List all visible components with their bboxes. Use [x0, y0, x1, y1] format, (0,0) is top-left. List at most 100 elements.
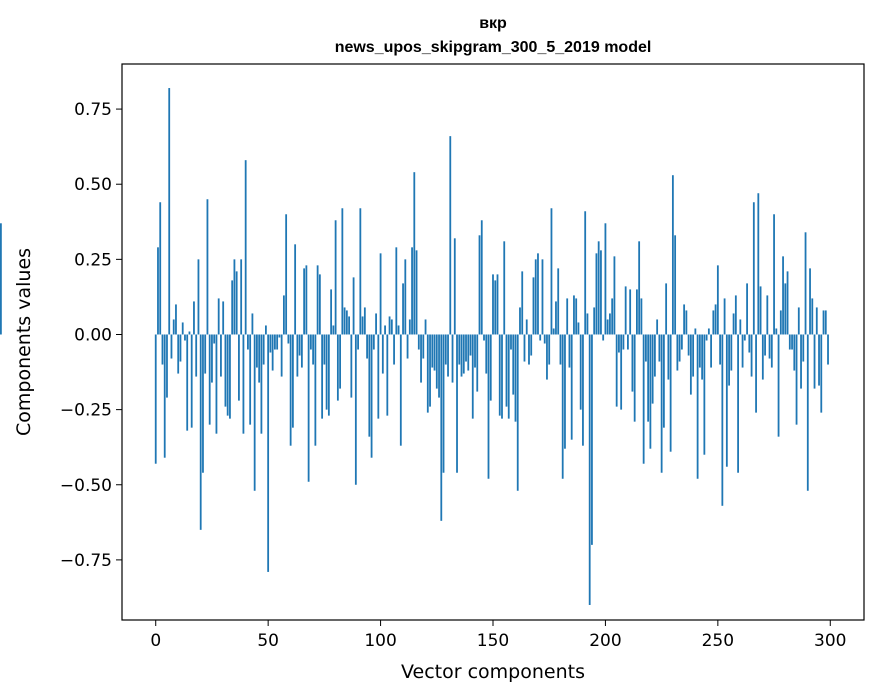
x-tick-label: 150 — [477, 631, 509, 651]
bar — [309, 334, 312, 350]
bar — [291, 334, 294, 428]
bar — [395, 247, 398, 335]
bar — [609, 313, 611, 335]
bar — [406, 334, 409, 359]
bar — [238, 334, 240, 401]
bar — [662, 334, 665, 428]
bar — [222, 301, 225, 335]
bar — [175, 304, 177, 335]
chart-subtitle: news_upos_skipgram_300_5_2019 model — [335, 39, 652, 56]
bar — [399, 334, 402, 446]
bar — [600, 250, 602, 335]
bar — [442, 334, 445, 473]
x-axis-label: Vector components — [401, 661, 585, 683]
bar — [231, 280, 234, 335]
bar — [397, 325, 400, 335]
bar — [795, 334, 798, 425]
bar — [193, 301, 195, 335]
bar — [339, 334, 341, 389]
bar — [582, 334, 584, 446]
bar — [707, 328, 710, 335]
bar — [579, 334, 582, 410]
y-tick-label: −0.50 — [60, 476, 112, 496]
plot-area-frame — [121, 63, 865, 621]
bar — [822, 310, 825, 335]
x-tick-label: 200 — [589, 631, 621, 651]
bar — [415, 250, 418, 335]
bar — [476, 334, 479, 392]
bar — [575, 298, 578, 335]
bar — [289, 334, 292, 446]
bar — [300, 334, 303, 368]
bar — [746, 283, 748, 335]
bar — [467, 334, 470, 371]
y-tick-label: 0.75 — [74, 100, 112, 120]
bar — [613, 256, 616, 335]
bar — [377, 334, 380, 419]
bar — [402, 283, 404, 335]
bar — [555, 301, 557, 335]
bar — [258, 334, 261, 383]
bar — [166, 334, 168, 398]
bar — [512, 334, 515, 395]
bar — [548, 334, 551, 365]
bar — [730, 334, 733, 371]
bar — [656, 319, 659, 335]
bar — [213, 334, 216, 344]
bar — [687, 334, 690, 356]
bar — [503, 241, 506, 335]
bar — [208, 334, 211, 425]
bar — [620, 334, 623, 410]
bar — [523, 334, 526, 362]
bar — [564, 334, 566, 449]
bar — [811, 298, 814, 335]
y-tick-label: 0.00 — [74, 325, 112, 345]
bar — [631, 334, 634, 392]
bar — [775, 328, 778, 335]
bar — [294, 244, 297, 335]
bar — [485, 334, 488, 374]
bar — [343, 307, 346, 335]
bar — [298, 334, 301, 356]
bar — [282, 295, 285, 335]
bar — [314, 334, 317, 446]
bar — [278, 334, 281, 338]
bar — [202, 334, 204, 473]
bar — [539, 334, 542, 341]
y-tick-label: −0.25 — [60, 401, 112, 421]
bar — [570, 334, 573, 440]
bar — [154, 334, 157, 464]
bar — [224, 334, 227, 407]
bar — [584, 211, 587, 335]
x-tick-label: 250 — [702, 631, 734, 651]
bar — [456, 334, 458, 473]
bar — [172, 319, 175, 335]
bar — [242, 334, 245, 434]
bar — [220, 334, 222, 377]
bar — [368, 334, 371, 437]
y-tick-label: 0.25 — [74, 250, 112, 270]
x-tick-label: 0 — [150, 631, 161, 651]
bar — [658, 334, 661, 362]
bar — [552, 328, 555, 335]
bar — [190, 334, 193, 428]
bar — [786, 271, 789, 335]
bar — [627, 334, 629, 350]
bar — [316, 265, 319, 335]
bar — [723, 298, 726, 335]
bar — [424, 319, 427, 335]
bar — [188, 331, 191, 335]
bar — [748, 334, 751, 353]
bar — [728, 334, 730, 386]
bar — [366, 334, 368, 359]
bar — [460, 334, 463, 377]
bar — [768, 334, 771, 359]
bar — [788, 334, 791, 350]
bar — [824, 310, 827, 335]
bar — [483, 334, 485, 341]
bar — [645, 334, 647, 362]
bar — [678, 334, 681, 362]
bar — [561, 334, 564, 479]
bar — [352, 277, 355, 335]
bar — [791, 334, 793, 350]
